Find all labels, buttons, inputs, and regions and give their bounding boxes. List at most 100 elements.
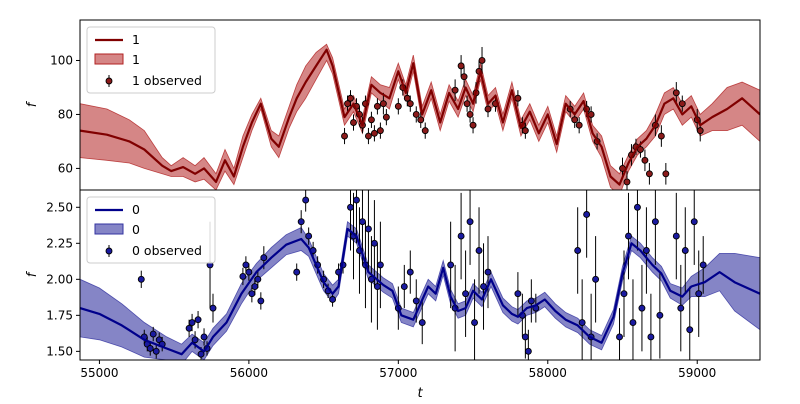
observed-point [647, 333, 655, 341]
observed-point [191, 336, 199, 344]
series-line [80, 48, 760, 186]
observed-point [421, 127, 429, 135]
observed-point [478, 57, 486, 64]
observed-point [484, 105, 492, 113]
y-tick-label: 60 [58, 161, 73, 175]
observed-point [373, 102, 381, 110]
x-axis-label: t [417, 386, 423, 400]
legend-band-swatch [94, 223, 124, 235]
observed-point [677, 304, 685, 312]
observed-point [662, 170, 670, 178]
observed-point [583, 211, 591, 218]
observed-point [347, 203, 354, 211]
observed-point [209, 304, 217, 312]
observed-point [463, 100, 471, 108]
observed-point [370, 129, 378, 137]
y-tick-label: 100 [50, 53, 73, 67]
observed-point [690, 218, 698, 226]
observed-point [302, 196, 310, 204]
observed-point [681, 247, 689, 254]
legend-point-swatch [105, 77, 113, 85]
observed-point [245, 268, 253, 276]
observed-point [403, 94, 411, 102]
observed-point [412, 297, 420, 305]
observed-point [521, 127, 529, 135]
observed-point [638, 304, 646, 312]
observed-point [625, 232, 632, 240]
legend-box [86, 196, 216, 264]
observed-point [623, 178, 631, 186]
y-tick-label: 1.50 [46, 344, 73, 358]
observed-point [200, 333, 208, 341]
axes-frame [79, 189, 761, 361]
observed-point [672, 232, 680, 240]
observed-point [527, 297, 535, 305]
observed-point [620, 290, 628, 298]
observed-point [341, 132, 348, 140]
x-tick-label: 59000 [678, 366, 716, 380]
observed-point [149, 330, 157, 338]
observed-point [636, 146, 644, 153]
observed-point [239, 272, 247, 280]
observed-point [347, 94, 354, 102]
observed-point [699, 261, 707, 269]
observed-point [400, 283, 408, 290]
observed-point [376, 127, 384, 135]
observed-point [629, 319, 637, 326]
series-line [80, 227, 760, 356]
legend-label-observed: 1 observed [132, 73, 202, 88]
observed-point [364, 225, 372, 233]
observed-point [137, 275, 145, 283]
observed-point [634, 203, 641, 211]
observed-point [678, 100, 686, 108]
observed-point [418, 319, 426, 326]
y-tick-label: 80 [58, 107, 73, 121]
observed-point [469, 121, 477, 129]
observed-point [696, 127, 704, 135]
observed-point [466, 110, 474, 118]
observed-point [651, 218, 659, 226]
y-tick-label: 2.00 [46, 272, 73, 286]
legend-box [86, 26, 216, 94]
observed-point [406, 268, 414, 276]
observed-point [451, 86, 459, 94]
observed-point [641, 156, 649, 164]
y-axis-label: f [25, 100, 40, 107]
observed-point [592, 275, 600, 283]
observed-point [514, 94, 522, 102]
observed-point [642, 247, 650, 254]
observed-point [344, 100, 351, 108]
observed-point [293, 268, 301, 276]
legend-point-swatch [105, 247, 113, 255]
observed-point [364, 132, 372, 140]
observed-point [524, 347, 532, 355]
plot-area [80, 43, 760, 190]
x-tick-label: 55000 [80, 366, 118, 380]
observed-point [695, 290, 703, 298]
observed-point [457, 232, 465, 240]
x-tick-label: 58000 [529, 366, 567, 380]
y-tick-label: 2.50 [46, 200, 73, 214]
observed-point [370, 239, 378, 247]
x-tick-label: 57000 [379, 366, 417, 380]
observed-point [417, 116, 425, 124]
panel-top: 60 80 100 f 1 1 1 observed [25, 19, 761, 191]
observed-point [254, 275, 262, 283]
observed-point [686, 326, 694, 334]
observed-point [257, 297, 265, 305]
observed-point [376, 261, 384, 269]
observed-point [521, 333, 529, 341]
observed-point [460, 73, 468, 81]
observed-point [475, 247, 483, 254]
y-axis-label: f [25, 270, 40, 277]
observed-point [462, 290, 470, 298]
x-tick-label: 56000 [230, 366, 268, 380]
observed-point [305, 232, 313, 240]
observed-point [353, 196, 360, 204]
observed-point [359, 218, 366, 226]
legend-label-line: 0 [132, 202, 140, 217]
observed-point [367, 275, 375, 283]
observed-point [575, 121, 583, 129]
observed-point [574, 247, 582, 254]
